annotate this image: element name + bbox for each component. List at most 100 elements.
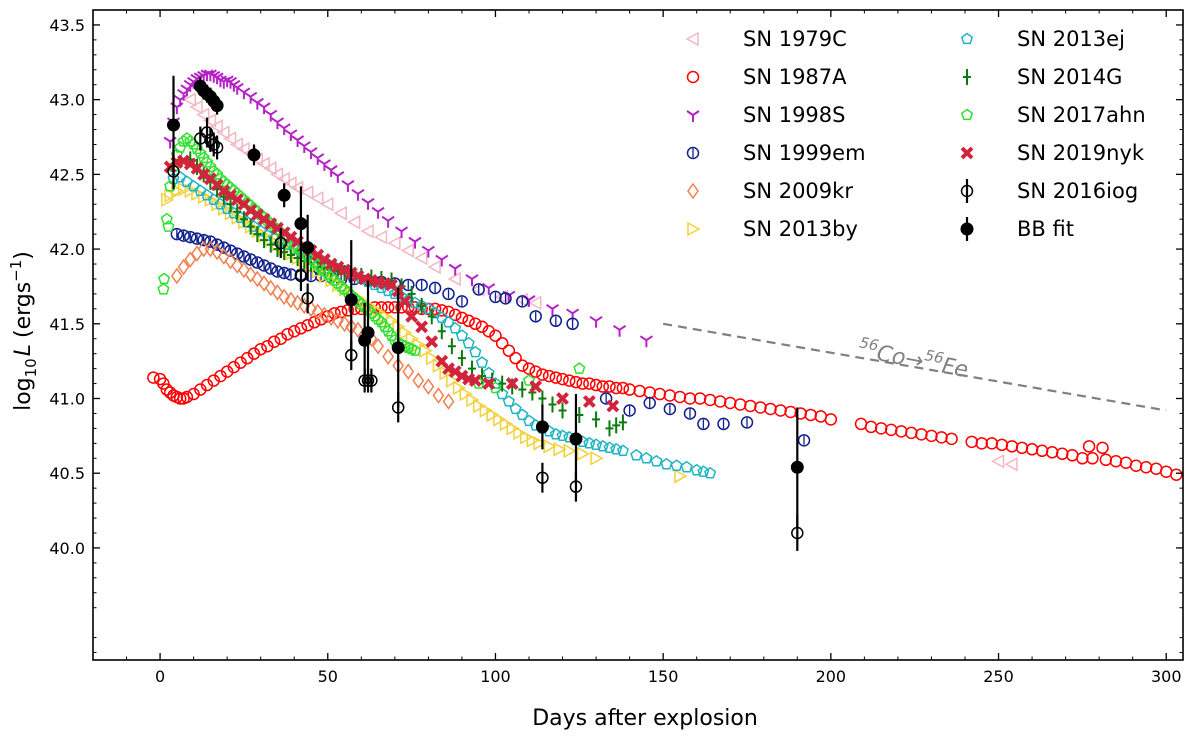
series-4 <box>170 240 455 410</box>
plot-area <box>147 69 1183 551</box>
legend-entry: SN 2016iog <box>960 179 1138 203</box>
data-point <box>251 270 264 288</box>
data-point <box>301 319 314 332</box>
data-point <box>378 320 391 332</box>
data-point <box>361 197 375 210</box>
data-point <box>291 294 304 312</box>
data-point <box>209 119 223 134</box>
data-point <box>177 229 190 242</box>
data-point <box>498 375 507 392</box>
data-point <box>250 97 264 110</box>
data-point <box>448 308 462 322</box>
data-point <box>158 272 171 285</box>
data-point <box>437 323 446 340</box>
data-point <box>558 402 567 419</box>
data-point <box>351 188 365 201</box>
data-point <box>482 366 495 379</box>
data-point <box>446 373 460 388</box>
data-point <box>408 236 422 249</box>
data-point <box>276 171 290 187</box>
legend-entry: SN 2017ahn <box>960 103 1146 127</box>
data-point <box>261 339 274 353</box>
legend-entry: SN 2013ej <box>960 27 1125 51</box>
data-point <box>616 444 629 457</box>
series-8 <box>157 132 586 394</box>
data-point <box>190 232 204 245</box>
data-point <box>427 259 441 275</box>
data-point <box>573 362 586 374</box>
data-point <box>683 392 697 405</box>
data-point <box>469 317 482 331</box>
data-point <box>1066 449 1079 462</box>
data-point <box>251 256 264 269</box>
data-point <box>229 137 243 152</box>
data-point <box>200 188 214 201</box>
data-point <box>513 425 527 441</box>
data-point <box>233 203 242 220</box>
data-point <box>231 257 244 274</box>
decay-annotation-co: Co→ <box>875 341 926 375</box>
data-point <box>187 387 200 401</box>
data-point <box>352 321 364 339</box>
data-point <box>194 146 207 159</box>
data-point <box>516 359 529 372</box>
data-point <box>589 315 603 328</box>
data-point <box>1045 446 1059 459</box>
data-point <box>210 141 224 154</box>
data-point <box>177 135 190 147</box>
data-point <box>234 356 247 369</box>
data-point <box>935 431 948 444</box>
data-point <box>489 290 502 304</box>
data-point <box>864 420 878 434</box>
data-point <box>237 250 251 263</box>
data-point <box>683 407 697 420</box>
legend-entry: SN 2009kr <box>687 179 853 203</box>
data-point <box>723 396 737 410</box>
data-point <box>320 196 334 212</box>
data-point <box>351 269 365 283</box>
data-point <box>486 407 500 423</box>
y-tick-label: 42.5 <box>49 165 85 184</box>
decay-annotation-fe-mass: 56 <box>923 346 945 367</box>
data-point <box>400 243 415 258</box>
data-point <box>925 429 938 443</box>
data-point <box>180 175 193 188</box>
y-tick-label: 42.0 <box>49 240 85 259</box>
data-point <box>1056 447 1069 461</box>
data-point <box>582 395 596 408</box>
legend-entry: BB fit <box>960 217 1074 241</box>
legend-label: SN 1999em <box>743 141 866 165</box>
data-point <box>415 320 429 334</box>
x-tick-label: 50 <box>318 667 338 686</box>
data-point <box>623 383 636 396</box>
data-point <box>1015 441 1029 455</box>
data-point <box>639 335 653 348</box>
legend-marker <box>686 70 700 84</box>
data-point <box>414 250 428 266</box>
data-point <box>516 408 529 421</box>
data-point <box>905 426 918 440</box>
data-point <box>375 315 388 328</box>
data-point <box>1099 453 1113 467</box>
legend-marker <box>960 222 974 236</box>
data-point <box>222 131 237 146</box>
data-point <box>394 226 409 239</box>
data-point <box>230 82 244 95</box>
data-point <box>538 390 547 407</box>
data-point <box>271 284 284 301</box>
data-point <box>509 351 522 365</box>
data-point <box>435 254 449 267</box>
data-point <box>1109 455 1123 468</box>
data-point <box>603 380 616 393</box>
data-point <box>734 398 747 411</box>
data-point <box>281 238 294 250</box>
data-point <box>673 390 687 404</box>
data-point <box>549 314 563 328</box>
data-point <box>697 417 710 431</box>
data-point <box>224 252 237 270</box>
data-point <box>160 212 173 225</box>
data-point <box>609 381 623 395</box>
data-point <box>535 420 549 434</box>
data-point <box>663 402 677 416</box>
data-point <box>425 335 439 349</box>
